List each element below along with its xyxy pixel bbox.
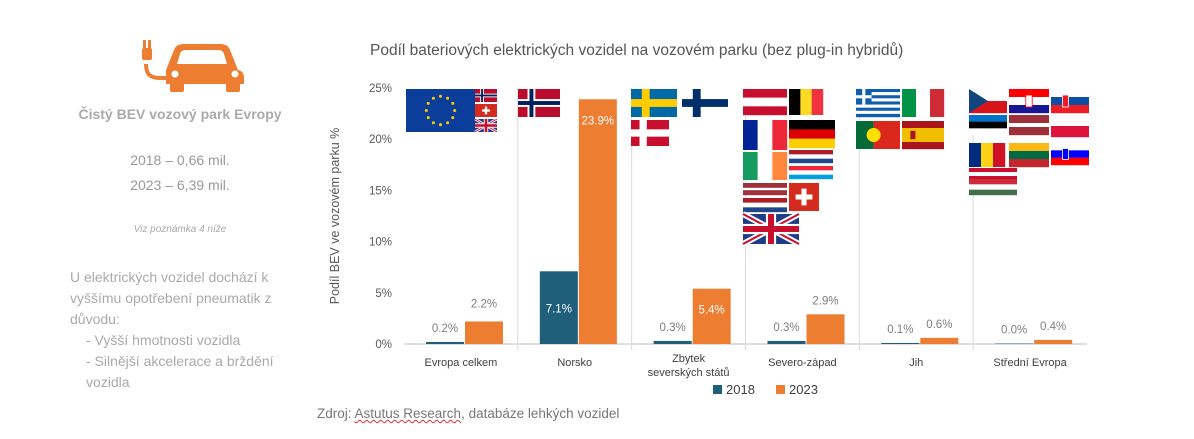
slovakia-flag-icon (1051, 89, 1089, 114)
fleet-2023: 2023 – 6,39 mil. (130, 177, 230, 193)
uk-flag-icon (474, 117, 498, 134)
data-label: 5.4% (699, 305, 725, 317)
legend-label-2018: 2018 (726, 382, 755, 397)
poland-flag-icon (1051, 115, 1089, 138)
tyre-wear-description: U elektrických vozidel dochází k vyššímu… (70, 267, 320, 393)
data-label: 0.1% (887, 324, 913, 336)
ev-car-plug-icon (142, 40, 244, 92)
data-label: 0.4% (1040, 321, 1066, 333)
austria-flag-icon (969, 168, 1017, 181)
x-tick-label: Evropa celkem (425, 357, 498, 369)
netherlands-flag-icon (743, 198, 787, 213)
legend-swatch-2023 (776, 385, 785, 394)
data-label: 7.1% (546, 304, 572, 316)
netherlands-flag-icon (789, 150, 833, 164)
data-label: 2.9% (812, 295, 838, 307)
x-tick-label: Severo-západ (768, 357, 837, 369)
eu-flag-icon (406, 89, 475, 132)
france-flag-icon (743, 120, 788, 150)
note-ref: Viz poznámka 4 níže (133, 224, 227, 235)
uk-flag-icon (741, 211, 801, 247)
data-label: 0.3% (773, 322, 799, 334)
slovenia-flag-icon (1051, 143, 1089, 166)
latvia-flag-icon (1009, 115, 1049, 136)
romania-flag-icon (969, 143, 1006, 167)
italy-flag-icon (902, 89, 945, 117)
greece-flag-icon (856, 89, 900, 118)
data-label: 0.0% (1001, 325, 1027, 337)
switzerland-flag-icon (789, 183, 819, 211)
desc-item-accel: - Silnější akcelerace a brždění vozidla (86, 353, 274, 390)
chart-title: Podíl bateriových elektrických vozidel n… (370, 42, 904, 59)
bar-2023 (692, 288, 731, 344)
data-label: 0.2% (432, 323, 458, 335)
belgium-flag-icon (789, 89, 824, 115)
desc-item-weight: - Vyšší hmotnosti vozidla (86, 332, 241, 348)
legend-swatch-2018 (713, 385, 722, 394)
bar-2023 (465, 321, 503, 344)
data-label: 2.2% (471, 298, 497, 310)
source-rest: , databáze lehkých vozidel (461, 406, 620, 421)
x-tick-label: Střední Evropa (993, 357, 1067, 369)
y-axis-label: Podíl BEV ve vozovém parku % (328, 128, 342, 304)
x-tick-label: Norsko (557, 357, 592, 369)
y-tick-label: 25% (369, 83, 392, 95)
y-tick-label: 20% (369, 134, 392, 146)
spain-flag-icon (902, 121, 944, 150)
estonia-flag-icon (969, 115, 1007, 136)
y-tick-label: 15% (369, 185, 392, 197)
data-label: 0.3% (660, 322, 686, 334)
legend-label-2023: 2023 (789, 382, 818, 397)
fleet-title: Čistý BEV vozový park Evropy (78, 106, 282, 122)
bar-2023 (806, 314, 845, 344)
czechia-flag-icon (969, 89, 1007, 114)
switzerland-flag-icon (475, 104, 497, 117)
data-label: 0.6% (926, 319, 952, 331)
x-tick-label: Zbytek severských států (648, 353, 730, 379)
denmark-flag-icon (631, 120, 669, 146)
source-org: Astutus Research (354, 406, 462, 421)
bar-2023 (920, 337, 959, 344)
data-label: 23.9% (582, 115, 615, 127)
bar-2018 (426, 341, 464, 344)
bar-2023 (1034, 339, 1073, 344)
portugal-flag-icon (856, 121, 900, 149)
ireland-flag-icon (743, 152, 788, 180)
bar-2018 (653, 340, 692, 344)
norway-flag-icon (475, 89, 497, 102)
y-tick-label: 10% (369, 237, 392, 249)
croatia-flag-icon (1009, 89, 1049, 114)
fleet-2018: 2018 – 0,66 mil. (130, 152, 230, 168)
bar-2018 (881, 342, 920, 344)
source-note: Zdroj: Astutus Research, databáze lehkýc… (317, 406, 619, 421)
y-tick-label: 5% (375, 288, 392, 300)
norway-flag-icon (518, 89, 560, 117)
bar-2018 (995, 343, 1034, 344)
x-tick-label: Jih (909, 357, 923, 369)
bar-2023 (578, 99, 617, 344)
sweden-flag-icon (631, 89, 677, 117)
lithuania-flag-icon (1009, 143, 1049, 168)
latvia-flag-icon (743, 183, 787, 196)
desc-intro: U elektrických vozidel dochází k vyššímu… (70, 269, 272, 327)
source-prefix: Zdroj: (317, 406, 355, 421)
austria-flag-icon (743, 89, 787, 116)
germany-flag-icon (789, 120, 835, 149)
bar-2018 (539, 271, 578, 344)
bar-2018 (767, 340, 806, 344)
y-tick-label: 0% (375, 339, 392, 351)
luxembourg-flag-icon (789, 166, 833, 180)
hungary-flag-icon (969, 179, 1017, 196)
finland-flag-icon (682, 89, 728, 117)
